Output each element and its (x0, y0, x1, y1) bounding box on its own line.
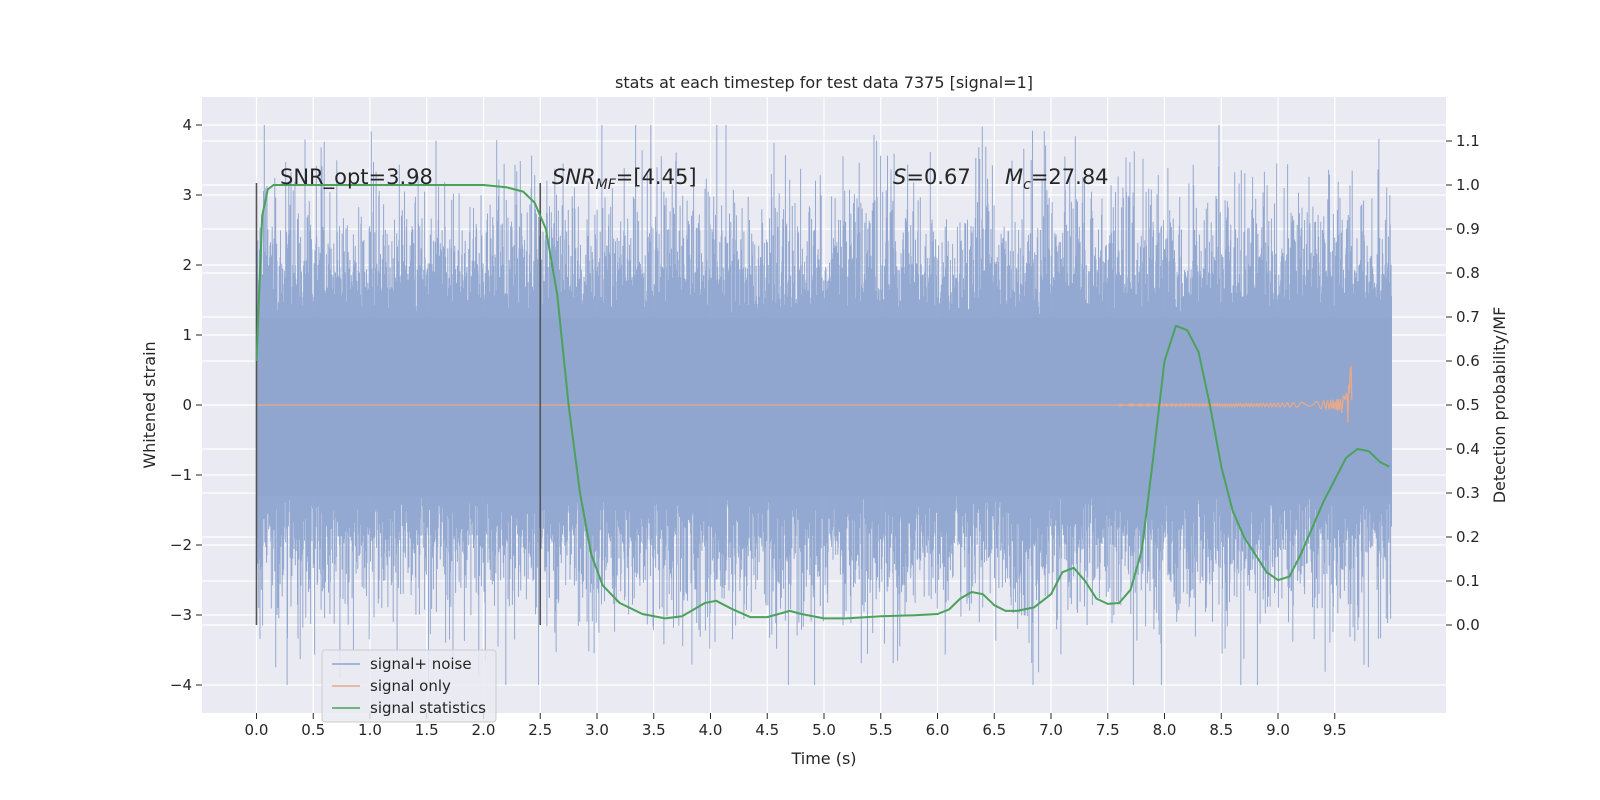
series-signal-statistics (255, 184, 1390, 620)
annotation-s: S=0.67 (893, 165, 971, 189)
legend: signal+ noise signal only signal statist… (321, 649, 497, 723)
annotation-snr-mf-subscript: MF (596, 177, 617, 193)
y-tick-label-4: 0 (182, 396, 192, 414)
y-right-tick-label-10: 1.0 (1456, 176, 1480, 194)
annotation-mc-subscript: c (1023, 177, 1031, 193)
signal-trace (256, 365, 1353, 423)
y-right-tick-label-3: 0.3 (1456, 484, 1480, 502)
y-tick-label-1: −3 (170, 606, 192, 624)
y-right-tick-label-8: 0.8 (1456, 264, 1480, 282)
x-tick-label-2: 1.0 (358, 721, 382, 739)
y-tick-label-5: 1 (182, 326, 192, 344)
legend-box (321, 649, 497, 723)
chart-title: stats at each timestep for test data 737… (615, 73, 1033, 92)
y-tick-label-8: 4 (182, 116, 192, 134)
x-tick-label-0: 0.0 (245, 721, 269, 739)
series-signal-only (256, 365, 1353, 423)
x-axis-label: Time (s) (790, 749, 856, 768)
x-tick-label-12: 6.0 (926, 721, 950, 739)
x-tick-label-15: 7.5 (1096, 721, 1120, 739)
annotation-snr-opt: SNR_opt=3.98 (280, 165, 433, 190)
y-tick-label-3: −1 (170, 466, 192, 484)
y-right-tick-label-4: 0.4 (1456, 440, 1480, 458)
marker-lines (255, 183, 542, 625)
x-tick-label-10: 5.0 (812, 721, 836, 739)
x-tick-label-14: 7.0 (1039, 721, 1063, 739)
statistics-line (255, 184, 1390, 620)
y-tick-label-2: −2 (170, 536, 192, 554)
y-right-tick-label-0: 0.0 (1456, 616, 1480, 634)
x-tick-label-11: 5.5 (869, 721, 893, 739)
series-signal-noise (256, 125, 1392, 685)
x-tick-label-17: 8.5 (1209, 721, 1233, 739)
x-tick-label-3: 1.5 (415, 721, 439, 739)
legend-label-noise: signal+ noise (370, 655, 472, 673)
x-tick-label-6: 3.0 (585, 721, 609, 739)
legend-label-signal: signal only (370, 677, 451, 695)
y-axis-label-right: Detection probability/MF (1490, 307, 1509, 504)
y-right-tick-label-7: 0.7 (1456, 308, 1480, 326)
y-axis-left: −4 −3 −2 −1 0 1 2 3 4 (170, 116, 202, 694)
x-tick-label-19: 9.5 (1323, 721, 1347, 739)
y-right-tick-label-6: 0.6 (1456, 352, 1480, 370)
y-right-tick-label-2: 0.2 (1456, 528, 1480, 546)
x-tick-label-8: 4.0 (699, 721, 723, 739)
y-tick-label-0: −4 (170, 676, 192, 694)
annotation-s-value: =0.67 (906, 165, 970, 189)
annotation-mc-value: =27.84 (1031, 165, 1109, 189)
annotation-mc: Mc=27.84 (1005, 165, 1109, 193)
annotation-snr-mf-symbol: SNR (552, 165, 596, 189)
annotation-snr-mf: SNRMF=[4.45] (552, 165, 697, 193)
y-axis-right: 0.0 0.1 0.2 0.3 0.4 0.5 0.6 0.7 0.8 0.9 1.0 1.1 (1446, 132, 1480, 634)
annotation-snr-mf-value: =[4.45] (616, 165, 697, 189)
y-tick-label-7: 3 (182, 186, 192, 204)
x-tick-label-9: 4.5 (755, 721, 779, 739)
x-tick-label-1: 0.5 (301, 721, 325, 739)
y-tick-label-6: 2 (182, 256, 192, 274)
x-tick-label-4: 2.0 (472, 721, 496, 739)
x-axis: 0.0 0.5 1.0 1.5 2.0 2.5 3.0 3.5 4.0 4.5 5.0 5.5 6.0 6… (245, 713, 1347, 739)
x-tick-label-13: 6.5 (982, 721, 1006, 739)
legend-label-statistics: signal statistics (370, 699, 486, 717)
x-tick-label-5: 2.5 (528, 721, 552, 739)
x-tick-label-7: 3.5 (642, 721, 666, 739)
y-right-tick-label-5: 0.5 (1456, 396, 1480, 414)
x-tick-label-16: 8.0 (1153, 721, 1177, 739)
annotation-s-symbol: S (893, 165, 906, 189)
x-tick-label-18: 9.0 (1266, 721, 1290, 739)
y-right-tick-label-1: 0.1 (1456, 572, 1480, 590)
annotation-mc-symbol: M (1005, 165, 1023, 189)
y-axis-label: Whitened strain (140, 341, 159, 468)
y-right-tick-label-11: 1.1 (1456, 132, 1480, 150)
y-right-tick-label-9: 0.9 (1456, 220, 1480, 238)
